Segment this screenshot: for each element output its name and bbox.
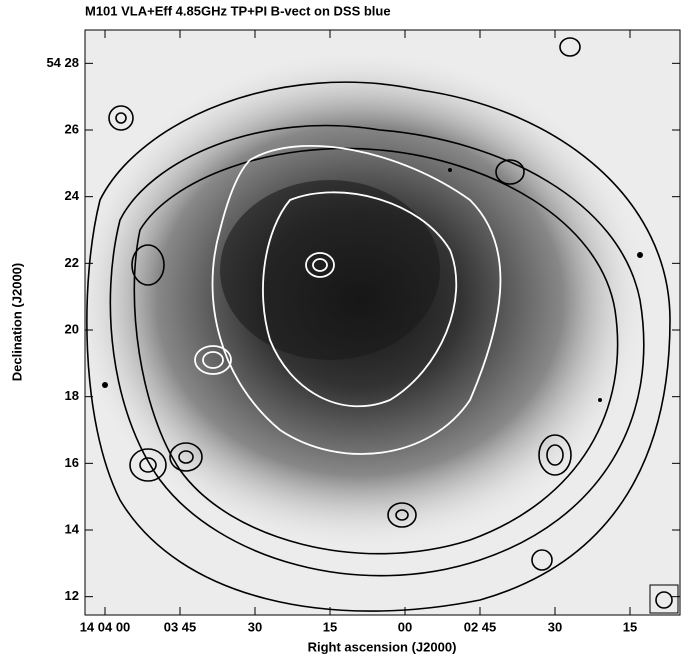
x-tick-label: 02 45: [464, 619, 497, 634]
y-tick-label: 14: [65, 521, 80, 536]
y-axis-label: Declination (J2000): [9, 263, 24, 382]
y-tick-label: 54 28: [46, 55, 79, 70]
y-tick-label: 18: [65, 388, 79, 403]
y-tick-label: 22: [65, 255, 79, 270]
x-tick-label: 15: [323, 619, 337, 634]
y-tick-label: 12: [65, 588, 79, 603]
x-tick-label: 30: [548, 619, 562, 634]
x-tick-label: 30: [248, 619, 262, 634]
sky-image: [70, 30, 680, 615]
chart-title: M101 VLA+Eff 4.85GHz TP+PI B-vect on DSS…: [85, 3, 391, 18]
x-tick-label: 00: [398, 619, 412, 634]
x-axis-label: Right ascension (J2000): [308, 639, 457, 654]
x-tick-label: 14 04 00: [80, 619, 131, 634]
y-tick-label: 26: [65, 121, 79, 136]
y-tick-label: 20: [65, 321, 79, 336]
page: {"chart_data": {"type": "contour", "titl…: [0, 0, 691, 659]
y-tick-label: 24: [65, 188, 80, 203]
x-tick-label: 03 45: [164, 619, 197, 634]
x-tick-label: 15: [623, 619, 637, 634]
chart: M101 VLA+Eff 4.85GHz TP+PI B-vect on DSS…: [0, 0, 691, 659]
y-tick-label: 16: [65, 455, 79, 470]
